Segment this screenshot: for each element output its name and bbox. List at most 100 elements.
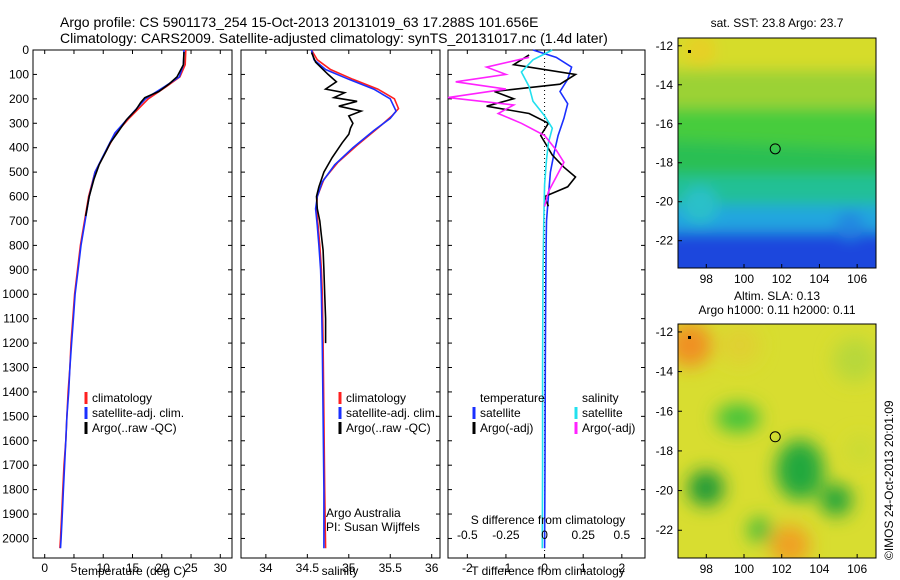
difference-lines: [447, 49, 578, 549]
x-tick-label: 2: [618, 561, 625, 575]
depth-tick-label: 100: [9, 67, 29, 81]
s-difference-tick-label: 0: [541, 528, 548, 542]
s-difference-tick-label: 0.25: [572, 528, 596, 542]
depth-tick-label: 700: [9, 214, 29, 228]
x-tick-label: 1: [580, 561, 587, 575]
series-line-t-satellite: [532, 49, 573, 549]
legend-argo-label: Argo(..raw -QC): [346, 421, 431, 435]
t-difference-xlabel: T difference from climatology: [471, 564, 625, 578]
figure-title-line2: Climatology: CARS2009. Satellite-adjuste…: [60, 30, 608, 46]
salinity-x-axis: 34 34.5 35 35.5 36: [259, 50, 439, 575]
depth-tick-label: 1800: [2, 483, 29, 497]
legend-argo-label: Argo(..raw -QC): [92, 421, 177, 435]
sla-map-frame: [677, 323, 877, 559]
series-line-s-argo: [447, 56, 565, 207]
difference-y-ticks: [448, 49, 645, 539]
difference-axes-frame: [447, 49, 646, 559]
map-y-tick-label: -12: [656, 325, 674, 339]
x-tick-label: 0: [541, 561, 548, 575]
x-tick-label: -2: [462, 561, 473, 575]
map-y-tick-label: -22: [656, 523, 674, 537]
legend-s-argo-label: Argo(-adj): [582, 421, 635, 435]
salinity-axes-frame: [240, 49, 441, 559]
sla-map-title-line1: Altim. SLA: 0.13: [734, 289, 820, 303]
map-y-tick-label: -20: [656, 195, 674, 209]
map-y-tick-label: -14: [656, 365, 674, 379]
depth-tick-label: 1200: [2, 336, 29, 350]
temperature-xlabel: temperature (deg C): [78, 564, 186, 578]
institution-note: Argo Australia: [326, 506, 401, 520]
series-line-satellite: [310, 49, 398, 549]
s-difference-tick-label: 0.5: [613, 528, 630, 542]
legend-t-argo-label: Argo(-adj): [480, 421, 533, 435]
depth-tick-label: 400: [9, 141, 29, 155]
legend-s-satellite-label: satellite: [582, 406, 623, 420]
sst-map-panel: sat. SST: 23.8 Argo: 23.7 98 100 102 104 106…: [656, 16, 877, 286]
legend-satellite-label: satellite-adj. clim.: [346, 406, 438, 420]
x-tick-label: 36: [425, 561, 439, 575]
salinity-xlabel: salinity: [322, 564, 359, 578]
legend-temperature-heading: temperature: [480, 391, 545, 405]
depth-tick-label: 200: [9, 92, 29, 106]
depth-tick-label: 1300: [2, 361, 29, 375]
sla-map-panel: Altim. SLA: 0.13 Argo h1000: 0.11 h2000:…: [656, 289, 877, 576]
x-tick-label: 30: [214, 561, 228, 575]
sla-heatmap: [678, 324, 876, 558]
depth-axis: 0 100 200 300 400 500 600 700 800 900 1000 1100 1200…: [2, 43, 232, 545]
sst-map-axes: 98 100 102 104 106 -12 -14 -16 -18 -20 -22: [656, 39, 868, 286]
legend-climatology-label: climatology: [346, 391, 406, 405]
s-difference-xlabel: S difference from climatology: [471, 513, 626, 527]
map-y-tick-label: -16: [656, 404, 674, 418]
map-x-tick-label: 102: [772, 272, 792, 286]
temperature-lines: [59, 49, 187, 549]
depth-tick-label: 1100: [3, 312, 29, 326]
depth-tick-label: 1700: [2, 458, 29, 472]
series-line-s-satellite: [520, 49, 554, 549]
depth-tick-label: 1900: [2, 507, 29, 521]
map-y-tick-label: -16: [656, 117, 674, 131]
map-y-tick-label: -22: [656, 234, 674, 248]
map-y-tick-label: -12: [656, 39, 674, 53]
legend-climatology-label: climatology: [92, 391, 152, 405]
map-y-tick-label: -18: [656, 156, 674, 170]
depth-tick-label: 1600: [2, 434, 29, 448]
legend-satellite-label: satellite-adj. clim.: [92, 406, 184, 420]
depth-tick-label: 300: [9, 116, 29, 130]
figure-title-line1: Argo profile: CS 5901173_254 15-Oct-2013…: [60, 14, 538, 30]
sla-map-axes: 98 100 102 104 106 -12 -14 -16 -18 -20 -22: [656, 325, 868, 576]
pi-note: PI: Susan Wijffels: [326, 520, 420, 534]
depth-tick-label: 500: [9, 165, 29, 179]
x-tick-label: 0: [41, 561, 48, 575]
s-difference-axis-labels: -0.5 -0.25 0 0.25 0.5: [457, 528, 631, 542]
legend-salinity-heading: salinity: [582, 391, 619, 405]
series-line-argo: [84, 51, 185, 217]
sst-profile-location-marker: [769, 143, 781, 155]
series-line-argo: [310, 52, 364, 344]
sst-map-title: sat. SST: 23.8 Argo: 23.7: [711, 16, 844, 30]
x-tick-label: 34.5: [296, 561, 320, 575]
x-tick-label: 10: [97, 561, 111, 575]
x-tick-label: 5: [71, 561, 78, 575]
depth-tick-label: 600: [9, 190, 29, 204]
map-y-tick-label: -18: [656, 444, 674, 458]
sst-heatmap: [678, 38, 876, 268]
s-difference-tick-label: -0.5: [457, 528, 478, 542]
sla-corner-dot: [688, 336, 691, 339]
map-y-tick-label: -20: [656, 484, 674, 498]
salinity-legend: climatology satellite-adj. clim. Argo(..…: [338, 391, 438, 435]
map-x-tick-label: 98: [700, 272, 714, 286]
x-tick-label: 20: [155, 561, 169, 575]
temperature-axes-frame: [32, 49, 233, 559]
map-x-tick-label: 106: [847, 272, 867, 286]
map-x-tick-label: 100: [734, 562, 754, 576]
depth-tick-label: 2000: [2, 531, 29, 545]
depth-tick-label: 1500: [2, 409, 29, 423]
map-x-tick-label: 104: [809, 562, 829, 576]
sst-corner-dot: [688, 50, 691, 53]
map-x-tick-label: 106: [847, 562, 867, 576]
x-tick-label: 15: [126, 561, 140, 575]
salinity-lines: [310, 49, 400, 549]
depth-tick-label: 1400: [2, 385, 29, 399]
temperature-legend: climatology satellite-adj. clim. Argo(..…: [84, 391, 184, 435]
